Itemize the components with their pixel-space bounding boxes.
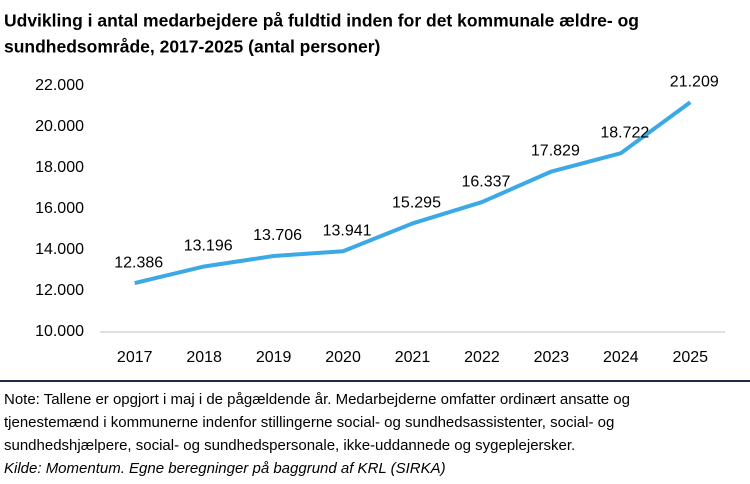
y-tick-label: 20.000 [35,118,84,135]
line-series [134,100,692,286]
note: tjenestemænd i kommunerne indenfor still… [4,414,614,431]
chart-title: sundhedsområde, 2017-2025 (antal persone… [4,37,380,57]
y-tick-label: 10.000 [35,323,84,340]
data-label: 17.829 [531,143,580,160]
data-label: 12.386 [114,254,163,271]
note: Note: Tallene er opgjort i maj i de pågæ… [4,391,630,408]
y-tick-label: 16.000 [35,200,84,217]
note: sundhedshjælpere, social- og sundhedsper… [4,437,575,454]
x-tick-label: 2021 [395,349,431,366]
data-label: 13.706 [253,227,302,244]
x-tick-label: 2022 [464,349,500,366]
y-tick-label: 18.000 [35,159,84,176]
data-label: 13.196 [184,238,233,255]
x-tick-label: 2019 [256,349,292,366]
data-label: 18.722 [600,124,649,141]
x-tick-label: 2024 [603,349,639,366]
data-label: 21.209 [670,73,719,90]
data-label: 16.337 [461,173,510,190]
x-tick-label: 2020 [325,349,361,366]
data-label: 13.941 [323,222,372,239]
y-tick-label: 22.000 [35,77,84,94]
source: Kilde: Momentum. Egne beregninger på bag… [4,460,446,477]
chart-title: Udvikling i antal medarbejdere på fuldti… [4,11,639,31]
x-tick-label: 2025 [672,349,708,366]
y-tick-label: 14.000 [35,241,84,258]
x-tick-label: 2017 [117,349,153,366]
x-tick-label: 2018 [186,349,222,366]
data-label: 15.295 [392,195,441,212]
y-tick-label: 12.000 [35,282,84,299]
x-tick-label: 2023 [534,349,570,366]
